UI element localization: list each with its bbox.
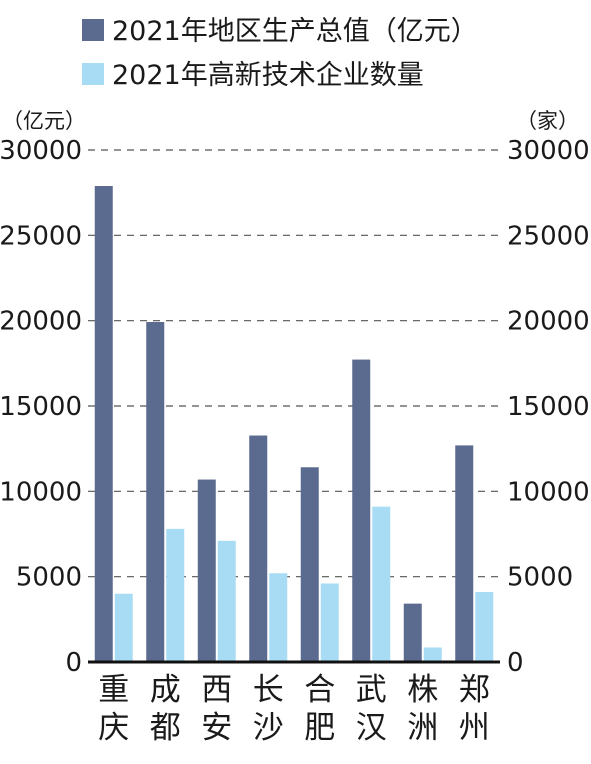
bar-gdp [455, 445, 474, 662]
legend-swatch-hightech [82, 63, 104, 85]
category-label-char: 长 [253, 672, 284, 708]
right-axis-unit: （家） [516, 109, 579, 133]
left-tick-label: 30000 [0, 136, 82, 166]
bar-hightech [320, 583, 339, 662]
left-tick-label: 5000 [16, 563, 82, 593]
category-label-char: 汉 [356, 710, 387, 746]
left-tick-label: 25000 [0, 221, 82, 251]
bar-gdp [249, 435, 268, 662]
category-label-char: 肥 [304, 710, 335, 746]
legend-label-gdp: 2021年地区生产总值（亿元） [112, 16, 478, 47]
bar-gdp [146, 322, 165, 662]
bars [94, 186, 494, 662]
left-axis-unit: （亿元） [2, 109, 86, 133]
category-label-char: 武 [356, 672, 387, 708]
left-tick-label: 20000 [0, 307, 82, 337]
right-axis-ticks: 30000 25000 20000 15000 10000 5000 0 [507, 136, 590, 678]
bar-gdp [352, 359, 371, 662]
category-label-char: 合 [304, 672, 335, 708]
left-tick-label: 15000 [0, 392, 82, 422]
category-label-char: 郑 [459, 672, 490, 708]
right-tick-label: 25000 [507, 221, 590, 251]
bar-hightech [166, 528, 185, 662]
right-tick-label: 15000 [507, 392, 590, 422]
bar-hightech [423, 647, 442, 662]
bar-hightech [475, 592, 494, 662]
legend: 2021年地区生产总值（亿元） 2021年高新技术企业数量 [82, 16, 478, 91]
left-tick-label: 10000 [0, 477, 82, 507]
legend-label-hightech: 2021年高新技术企业数量 [112, 60, 424, 91]
category-label-char: 都 [150, 710, 181, 746]
category-label-char: 株 [407, 672, 438, 708]
bar-hightech [217, 540, 236, 662]
bar-gdp [197, 479, 216, 662]
legend-swatch-gdp [82, 19, 104, 41]
category-label-char: 洲 [407, 710, 438, 746]
category-label-char: 成 [150, 672, 181, 708]
right-tick-label: 30000 [507, 136, 590, 166]
category-label-char: 州 [459, 710, 490, 746]
right-tick-label: 10000 [507, 477, 590, 507]
category-label-char: 沙 [253, 710, 284, 746]
left-axis-ticks: 30000 25000 20000 15000 10000 5000 0 [0, 136, 82, 678]
category-label-char: 重 [98, 672, 129, 708]
bar-gdp [403, 603, 422, 662]
bar-gdp [300, 467, 319, 662]
category-label-char: 安 [201, 710, 232, 746]
bar-hightech [114, 593, 133, 662]
right-tick-label: 5000 [507, 563, 573, 593]
bar-hightech [372, 506, 391, 662]
bar-hightech [269, 573, 288, 662]
left-tick-label: 0 [65, 648, 82, 678]
right-tick-label: 0 [507, 648, 524, 678]
category-label-char: 西 [201, 672, 232, 708]
right-tick-label: 20000 [507, 307, 590, 337]
category-label-char: 庆 [98, 710, 129, 746]
bar-gdp [94, 186, 113, 662]
